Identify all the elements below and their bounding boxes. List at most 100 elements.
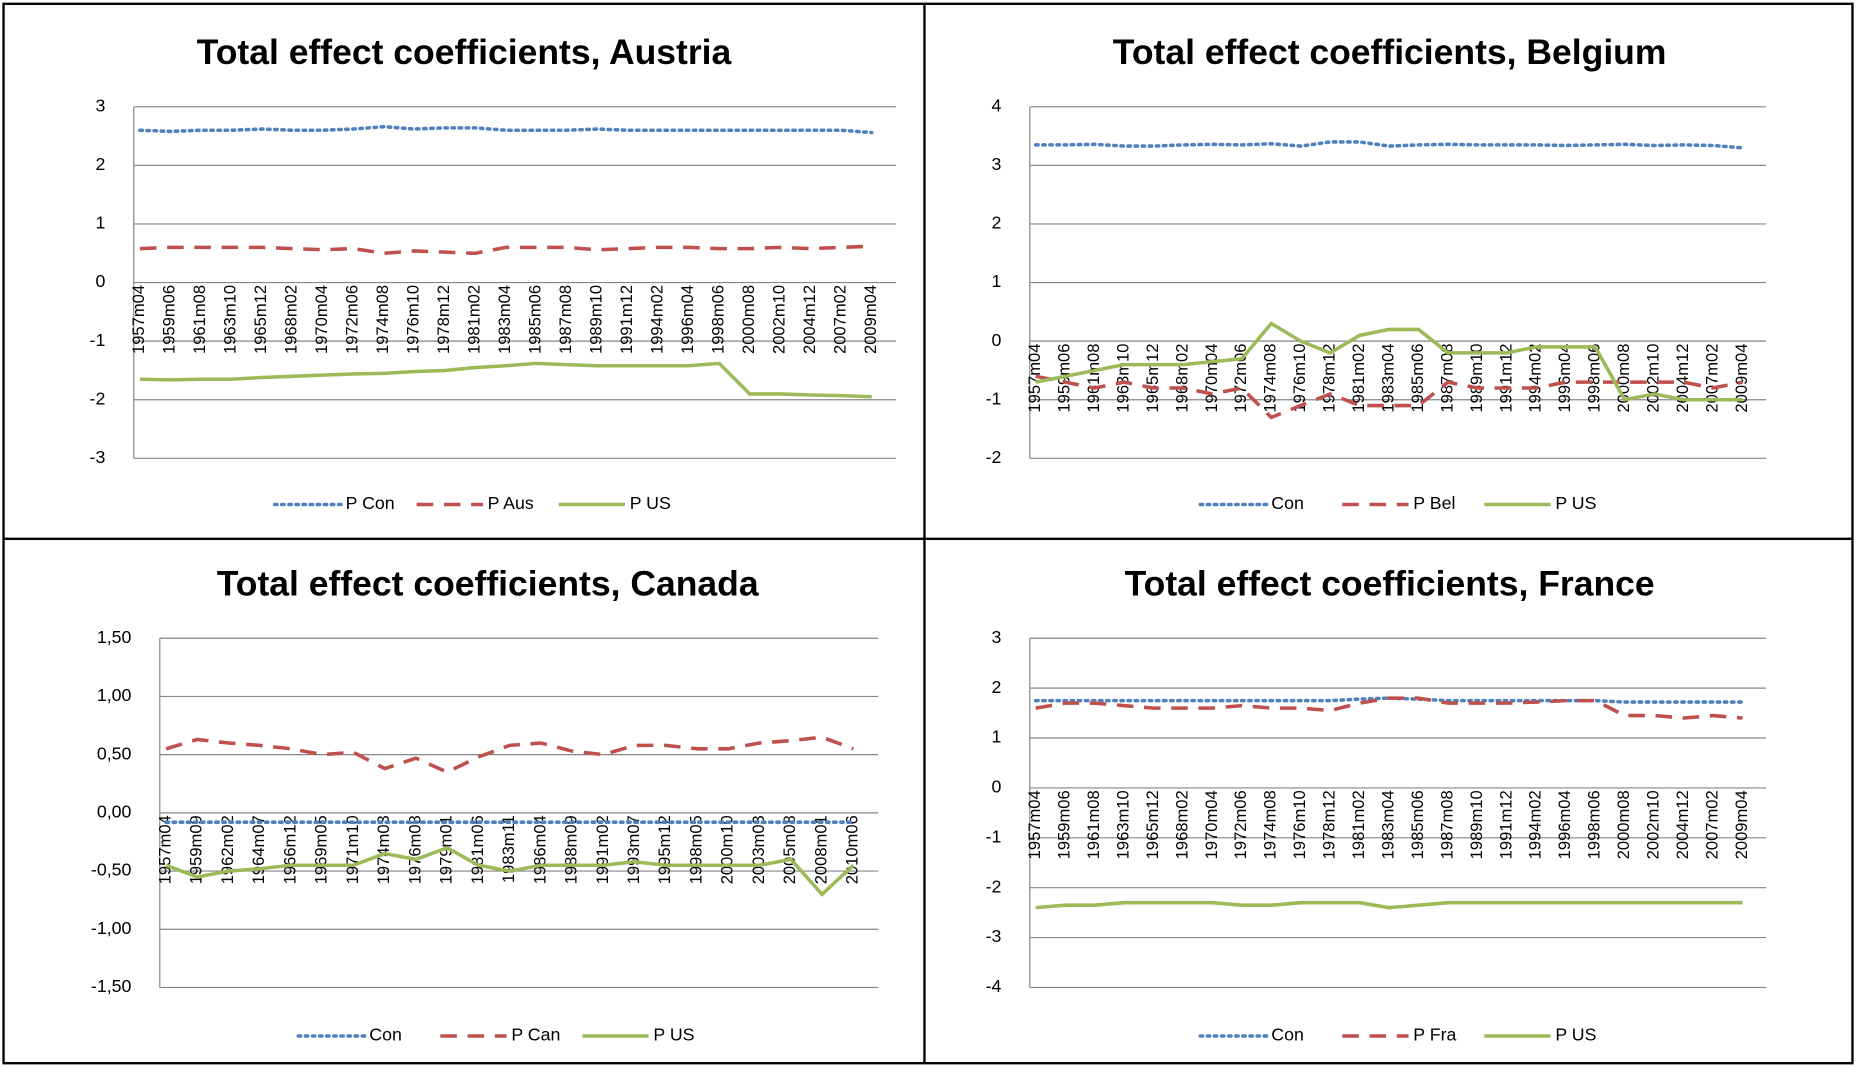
y-tick-label: 1 bbox=[992, 271, 1002, 291]
chart-title: Total effect coefficients, Belgium bbox=[1113, 32, 1667, 72]
x-tick-label: 1959m06 bbox=[1055, 790, 1074, 859]
x-tick-label: 1965m12 bbox=[251, 285, 270, 354]
x-tick-label: 1985m06 bbox=[1408, 344, 1427, 413]
x-tick-label: 1962m02 bbox=[218, 815, 237, 884]
x-tick-label: 1968m02 bbox=[1172, 344, 1191, 413]
y-tick-label: 3 bbox=[95, 95, 105, 115]
y-tick-label: 2 bbox=[992, 677, 1002, 697]
x-tick-label: 1957m04 bbox=[1025, 790, 1044, 859]
x-tick-label: 1994m02 bbox=[1526, 790, 1545, 859]
x-tick-label: 1957m04 bbox=[155, 815, 174, 884]
x-tick-label: 1972m06 bbox=[1231, 790, 1250, 859]
x-tick-label: 1994m02 bbox=[1526, 344, 1545, 413]
x-tick-label: 1996m04 bbox=[1555, 344, 1574, 413]
x-tick-label: 1974m03 bbox=[374, 815, 393, 884]
y-tick-label: -1 bbox=[986, 388, 1002, 408]
x-tick-label: 1976m10 bbox=[1290, 344, 1309, 413]
legend-label: Con bbox=[1271, 493, 1304, 513]
x-tick-label: 2004m12 bbox=[1673, 790, 1692, 859]
x-tick-label: 2009m04 bbox=[1732, 790, 1751, 859]
y-tick-label: -3 bbox=[90, 447, 106, 467]
legend-label: P Fra bbox=[1413, 1025, 1456, 1045]
x-tick-label: 1981m02 bbox=[465, 285, 484, 354]
x-tick-label: 1970m04 bbox=[1202, 790, 1221, 859]
x-tick-label: 1972m06 bbox=[343, 285, 362, 354]
series-line bbox=[165, 845, 855, 897]
x-tick-label: 1959m06 bbox=[160, 285, 179, 354]
y-tick-label: 0,00 bbox=[97, 802, 132, 822]
x-tick-label: 1991m12 bbox=[1496, 344, 1515, 413]
x-tick-label: 1959m09 bbox=[187, 815, 206, 884]
x-tick-label: 1993m07 bbox=[624, 815, 643, 884]
y-tick-label: 3 bbox=[992, 154, 1002, 174]
y-tick-label: 4 bbox=[992, 95, 1002, 115]
x-tick-label: 1966m12 bbox=[280, 815, 299, 884]
x-tick-label: 1983m11 bbox=[499, 815, 518, 883]
legend-label: P US bbox=[653, 1025, 694, 1045]
y-tick-label: -1,50 bbox=[91, 976, 132, 996]
x-tick-label: 1970m04 bbox=[312, 285, 331, 354]
x-tick-label: 1969m05 bbox=[312, 815, 331, 884]
x-tick-label: 1985m06 bbox=[1408, 790, 1427, 859]
x-tick-label: 1964m07 bbox=[249, 815, 268, 884]
chart-title: Total effect coefficients, Austria bbox=[197, 32, 732, 72]
x-tick-label: 2009m04 bbox=[861, 285, 880, 354]
x-tick-label: 1983m04 bbox=[1378, 344, 1397, 413]
x-tick-label: 2000m08 bbox=[1614, 790, 1633, 859]
x-tick-label: 2002m10 bbox=[1644, 344, 1663, 413]
x-tick-label: 1981m06 bbox=[468, 815, 487, 884]
x-tick-label: 2003m03 bbox=[749, 815, 768, 884]
x-tick-label: 2004m12 bbox=[800, 285, 819, 354]
x-tick-label: 1994m02 bbox=[648, 285, 667, 354]
x-tick-label: 1965m12 bbox=[1143, 344, 1162, 413]
y-tick-label: 1,00 bbox=[97, 685, 132, 705]
y-tick-label: -0,50 bbox=[91, 860, 132, 880]
x-tick-label: 1976m08 bbox=[405, 815, 424, 884]
x-tick-label: 2007m02 bbox=[1702, 790, 1721, 859]
x-tick-label: 1961m08 bbox=[190, 285, 209, 354]
x-tick-label: 2009m04 bbox=[1732, 344, 1751, 413]
y-tick-label: -1,00 bbox=[91, 918, 132, 938]
x-tick-label: 1985m06 bbox=[526, 285, 545, 354]
y-tick-label: 3 bbox=[992, 627, 1002, 647]
y-tick-label: 2 bbox=[992, 213, 1002, 233]
y-tick-label: 0 bbox=[992, 330, 1002, 350]
chart-panel: Total effect coefficients, Belgium -2 -1 0 1… bbox=[986, 32, 1767, 513]
x-tick-label: 1995m12 bbox=[655, 815, 674, 884]
legend-label: Con bbox=[1271, 1025, 1304, 1045]
x-tick-label: 1991m12 bbox=[1496, 790, 1515, 859]
x-tick-label: 1968m02 bbox=[1172, 790, 1191, 859]
x-tick-label: 1983m04 bbox=[495, 285, 514, 354]
x-tick-label: 1970m04 bbox=[1202, 344, 1221, 413]
x-tick-label: 1981m02 bbox=[1349, 790, 1368, 859]
x-tick-label: 1957m04 bbox=[129, 285, 148, 354]
y-tick-label: 1 bbox=[95, 213, 105, 233]
x-tick-label: 1989m10 bbox=[1467, 344, 1486, 413]
x-tick-label: 1961m08 bbox=[1084, 344, 1103, 413]
x-tick-label: 2005m08 bbox=[780, 815, 799, 884]
series-line bbox=[1035, 321, 1743, 402]
x-tick-label: 2007m02 bbox=[831, 285, 850, 354]
x-tick-label: 1991m02 bbox=[593, 815, 612, 884]
y-tick-label: 2 bbox=[95, 154, 105, 174]
y-tick-label: -2 bbox=[986, 876, 1002, 896]
y-tick-label: -2 bbox=[90, 388, 106, 408]
x-tick-label: 1976m10 bbox=[1290, 790, 1309, 859]
y-tick-label: 0,50 bbox=[97, 743, 132, 763]
x-tick-label: 1998m05 bbox=[686, 815, 705, 884]
x-tick-label: 1965m12 bbox=[1143, 790, 1162, 859]
legend-label: P Aus bbox=[488, 493, 534, 513]
x-tick-label: 1971m10 bbox=[343, 815, 362, 884]
chart-panel: Total effect coefficients, France -4 -3 -2 -… bbox=[986, 564, 1767, 1045]
legend-label: P Can bbox=[511, 1025, 560, 1045]
x-tick-label: 1983m04 bbox=[1378, 790, 1397, 859]
y-tick-label: -2 bbox=[986, 447, 1002, 467]
x-tick-label: 2000m08 bbox=[739, 285, 758, 354]
x-tick-label: 1968m02 bbox=[282, 285, 301, 354]
series-line bbox=[1035, 900, 1743, 910]
x-tick-label: 1987m08 bbox=[1437, 344, 1456, 413]
y-tick-label: 0 bbox=[95, 271, 105, 291]
x-tick-label: 1963m10 bbox=[1113, 790, 1132, 859]
legend-label: P US bbox=[1555, 1025, 1596, 1045]
legend-label: P US bbox=[630, 493, 671, 513]
